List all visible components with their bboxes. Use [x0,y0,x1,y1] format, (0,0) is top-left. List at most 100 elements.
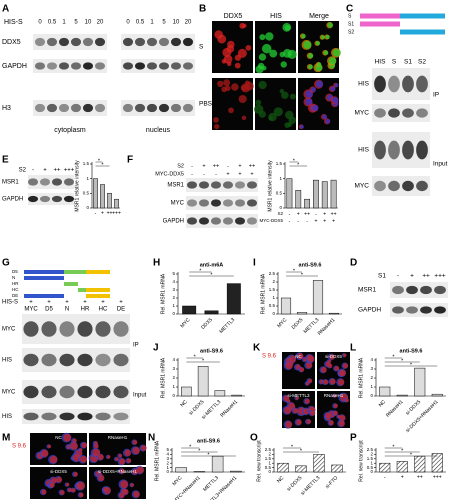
cell [299,367,305,372]
significance-label: * [293,268,296,274]
cell [231,83,239,91]
band [23,353,39,367]
cell [258,53,267,61]
cell [79,492,84,498]
cell [296,419,302,426]
y-tick-label: 1 [272,295,275,300]
significance-label: * [202,358,205,364]
y-tick-label: 1 [370,460,373,465]
panel-label: G [2,258,10,269]
significance-label: * [210,272,213,278]
row-label: MSR1 [167,183,184,189]
dose-label: 0 [126,20,130,26]
dose-label: ++ [249,163,255,169]
x-tick-label: METTL3 [218,317,236,335]
dose-label: - [203,171,205,177]
row-label: HIS [2,414,12,420]
band [41,321,57,337]
significance-label: * [101,162,104,168]
dose-label: 0.5 [136,20,145,26]
panel-label: N [148,433,155,444]
band [222,181,234,189]
cell [330,86,336,92]
bar [175,467,187,473]
band [234,199,246,207]
band [46,103,58,113]
cell [71,488,76,493]
y-tick-label: 3 [166,456,169,461]
bar [312,280,324,315]
y-axis-label: MSR1 relative intensity [74,160,80,212]
cell [334,83,339,88]
domain [78,288,86,292]
dose-label: - [227,163,229,169]
cell [333,410,338,416]
lane-label: N [65,307,69,313]
row-label: GAPDH [358,307,381,314]
significance-label: * [392,444,395,450]
band [95,412,111,421]
band [374,180,386,192]
cell [310,410,316,416]
construct-label: S [348,13,352,19]
band [113,353,129,367]
cell [103,487,109,492]
cell [76,481,85,490]
cell [63,433,72,442]
cell [317,62,322,67]
label: HIS-S [4,19,23,26]
bar [286,178,293,209]
lane-label: D5 [45,307,53,313]
cell [325,361,331,367]
dose-label: 10 [173,20,180,26]
band [122,37,134,47]
x-row-label: MYC-DDX5 [259,218,283,223]
cell [342,363,349,369]
row-label: MYC [2,390,16,396]
x-tick-label: RNaseH1 [219,399,239,419]
band [70,103,82,113]
treatment-label: S2 [177,163,184,169]
band [420,306,432,314]
dose-label: - [215,171,217,177]
x-tick-label: + [332,218,335,224]
band [46,62,58,70]
cell [328,420,334,426]
band [113,385,129,399]
x-tick-label: + [401,474,404,480]
dose-label: +++ [64,168,75,174]
bar [304,198,310,209]
cell [68,487,72,492]
band [82,62,94,70]
band [134,62,146,70]
band [182,37,194,47]
y-tick-label: 0 [272,311,275,316]
dose-label: + [226,171,229,177]
dose-label: + [250,171,253,177]
treatment-label: S2 [19,168,27,174]
band [82,37,94,47]
cell [332,48,341,57]
y-tick-label: 2.5 [265,447,272,452]
row-label: PBS [199,101,213,108]
cell [120,480,129,489]
y-tick-label: 1 [172,384,175,389]
domain [64,282,78,286]
cell [323,50,329,56]
x-tick-label: NC [378,399,388,409]
cell [282,22,292,32]
dose-label: + [29,300,33,306]
significance-label: * [207,452,210,458]
cell [140,445,147,451]
band [23,385,39,399]
band [41,385,57,399]
band [77,412,93,421]
lane-label: HC [99,307,108,313]
y-tick-label: 2 [370,375,373,380]
band [39,178,51,186]
band [59,321,75,337]
panel-label: P [350,433,357,444]
cell [80,455,88,463]
band [59,385,75,399]
y-tick-label: 1.5 [269,287,276,292]
